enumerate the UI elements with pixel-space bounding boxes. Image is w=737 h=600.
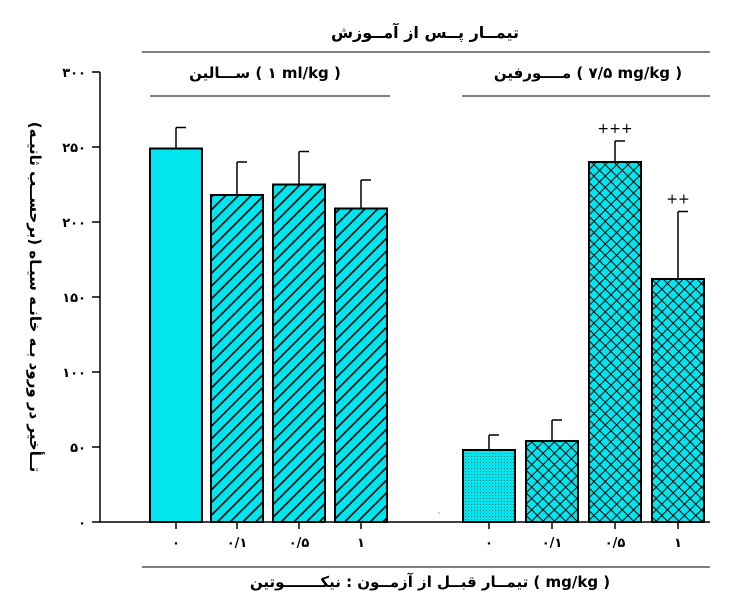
x-tick-label: ۱ [674,536,682,551]
x-tick-label: ۰/۱ [227,536,248,551]
y-tick-label: ۳۰۰ [62,66,86,81]
x-tick-label: ۰/۵ [605,536,626,551]
y-tick-label: ۱۵۰ [62,291,86,306]
x-tick-label: ۰/۵ [289,536,310,551]
significance-label: +++ [597,121,632,137]
bar [651,278,705,523]
bar [149,147,203,523]
x-tick-label: ۰ [485,536,493,551]
speck [438,512,440,514]
x-tick-label: ۱ [357,536,365,551]
x-axis-label: تیمــار قبــل از آزمــون : نیکـــــــوتی… [250,573,610,591]
y-axis-label: تــأخیر در ورود بـه خانـه سیـاه (برحســب… [26,122,45,472]
y-tick-label: ۵۰ [70,441,86,456]
x-tick-label: ۰ [172,536,180,551]
bar [525,440,579,523]
significance-label: ++ [666,192,689,208]
bars: +++++ [149,121,705,523]
bar [462,449,516,523]
bar [210,194,264,523]
bar [588,161,642,523]
y-tick-label: ۰ [78,516,86,531]
y-tick-label: ۱۰۰ [62,366,86,381]
group-label-morphine: مــــورفین ( ۷/۵ mg/kg ) [494,64,682,82]
chart-title: تیمــار پــس از آمــوزش [331,22,519,43]
group-label-saline: ســـالین ( ۱ ml/kg ) [189,64,341,82]
y-ticks: ۰ ۵۰ ۱۰۰ ۱۵۰ ۲۰۰ ۲۵۰ ۳۰۰ [62,66,100,531]
bar [272,183,326,523]
y-tick-label: ۲۵۰ [62,141,86,156]
x-ticks: ۰ ۰/۱ ۰/۵ ۱ ۰ ۰/۱ ۰/۵ ۱ [172,522,682,551]
y-tick-label: ۲۰۰ [62,216,86,231]
x-tick-label: ۰/۱ [542,536,563,551]
bar [334,207,388,523]
